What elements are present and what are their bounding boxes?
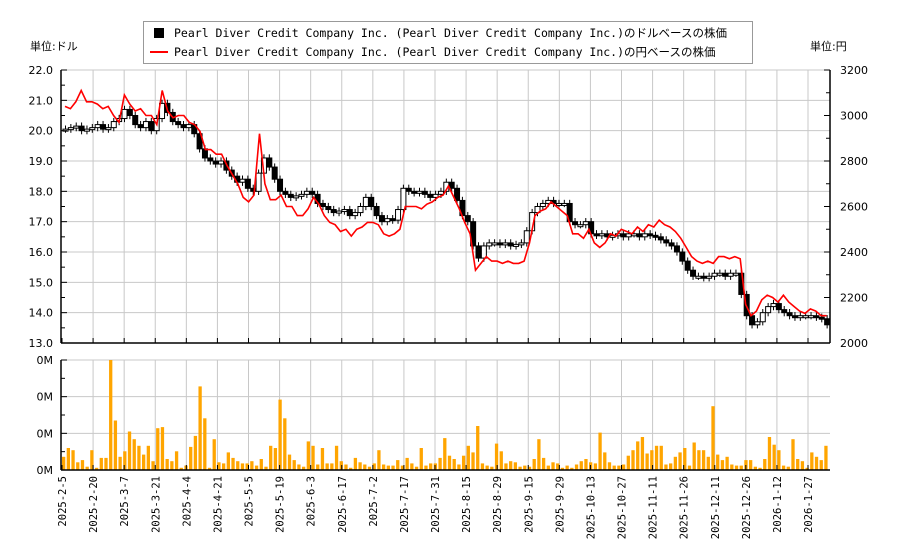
- x-axis-date-label: 2025-7-2: [368, 476, 380, 527]
- red-line-icon: [150, 51, 168, 53]
- legend-item-jpy: Pearl Diver Credit Company Inc. (Pearl D…: [150, 43, 715, 61]
- right-axis-tick-label: 2200: [840, 292, 868, 305]
- x-axis-date-label: 2025-12-11: [710, 476, 722, 539]
- left-axis-tick-label: 16.0: [29, 246, 54, 259]
- x-axis-date-label: 2025-9-29: [554, 476, 566, 533]
- left-axis-tick-label: 22.0: [29, 64, 54, 77]
- x-axis-date-label: 2025-8-29: [492, 476, 504, 533]
- x-axis-date-label: 2025-7-17: [399, 476, 411, 533]
- x-axis-date-label: 2025-3-7: [119, 476, 131, 527]
- legend-label-usd: Pearl Diver Credit Company Inc. (Pearl D…: [174, 26, 727, 40]
- x-axis-date-label: 2025-11-26: [679, 476, 691, 539]
- left-axis-unit-label: 単位:ドル: [30, 40, 78, 53]
- x-axis-date-label: 2025-6-3: [306, 476, 318, 527]
- legend-item-usd: Pearl Diver Credit Company Inc. (Pearl D…: [150, 24, 727, 42]
- x-axis-date-label: 2025-8-15: [461, 476, 473, 533]
- volume-bars: [62, 360, 828, 470]
- x-axis-date-label: 2026-1-12: [772, 476, 784, 533]
- x-axis-date-label: 2025-9-15: [523, 476, 535, 533]
- chart-legend: Pearl Diver Credit Company Inc. (Pearl D…: [143, 21, 753, 64]
- x-axis-date-label: 2025-7-31: [430, 476, 442, 533]
- left-axis-tick-label: 21.0: [29, 94, 54, 107]
- x-axis-date-label: 2025-2-5: [57, 476, 69, 527]
- x-axis-date-label: 2026-1-27: [803, 476, 815, 533]
- x-axis-ticks: 2025-2-5 2025-2-20 2025-3-7 2025-3-21 2025-4…: [57, 338, 815, 539]
- left-axis-tick-label: 15.0: [29, 276, 54, 289]
- black-square-icon: [154, 28, 164, 38]
- volume-axis-tick-label: 0M: [37, 464, 54, 477]
- volume-axis-tick-label: 0M: [37, 354, 54, 367]
- left-axis-tick-label: 18.0: [29, 185, 54, 198]
- legend-label-jpy: Pearl Diver Credit Company Inc. (Pearl D…: [174, 45, 716, 59]
- x-axis-date-label: 2025-10-27: [617, 476, 629, 539]
- volume-axis-tick-label: 0M: [37, 427, 54, 440]
- jpy-price-line: [64, 88, 827, 317]
- x-axis-date-label: 2025-2-20: [88, 476, 100, 533]
- left-axis-tick-label: 17.0: [29, 216, 54, 229]
- x-axis-date-label: 2025-4-21: [212, 476, 224, 533]
- x-axis-date-label: 2025-5-5: [244, 476, 256, 527]
- right-axis-tick-label: 2400: [840, 246, 868, 259]
- x-axis-date-label: 2025-12-26: [741, 476, 753, 539]
- left-axis-tick-label: 20.0: [29, 125, 54, 138]
- volume-axis-tick-label: 0M: [37, 391, 54, 404]
- left-axis-tick-label: 13.0: [29, 337, 54, 350]
- right-axis-tick-label: 3200: [840, 64, 868, 77]
- x-axis-date-label: 2025-3-21: [150, 476, 162, 533]
- x-axis-date-label: 2025-4-4: [181, 476, 193, 527]
- right-axis-tick-label: 3000: [840, 110, 868, 123]
- x-axis-date-label: 2025-11-11: [648, 476, 660, 539]
- right-axis-tick-label: 2800: [840, 155, 868, 168]
- right-axis-ticks: 3200 3000 2800 2600 2400 2200 2000: [824, 64, 868, 350]
- right-axis-unit-label: 単位:円: [810, 40, 847, 53]
- x-axis-date-label: 2025-10-13: [585, 476, 597, 539]
- x-axis-date-label: 2025-6-17: [337, 476, 349, 533]
- x-axis-date-label: 2025-5-19: [275, 476, 287, 533]
- volume-axis-ticks: 0M 0M 0M 0M: [37, 354, 67, 477]
- right-axis-tick-label: 2000: [840, 337, 868, 350]
- left-axis-tick-label: 19.0: [29, 155, 54, 168]
- right-axis-tick-label: 2600: [840, 201, 868, 214]
- left-axis-tick-label: 14.0: [29, 307, 54, 320]
- left-axis-ticks: 22.0 21.0 20.0 19.0 18.0 17.0 16.0 15.0 14.0 13.0: [29, 64, 67, 350]
